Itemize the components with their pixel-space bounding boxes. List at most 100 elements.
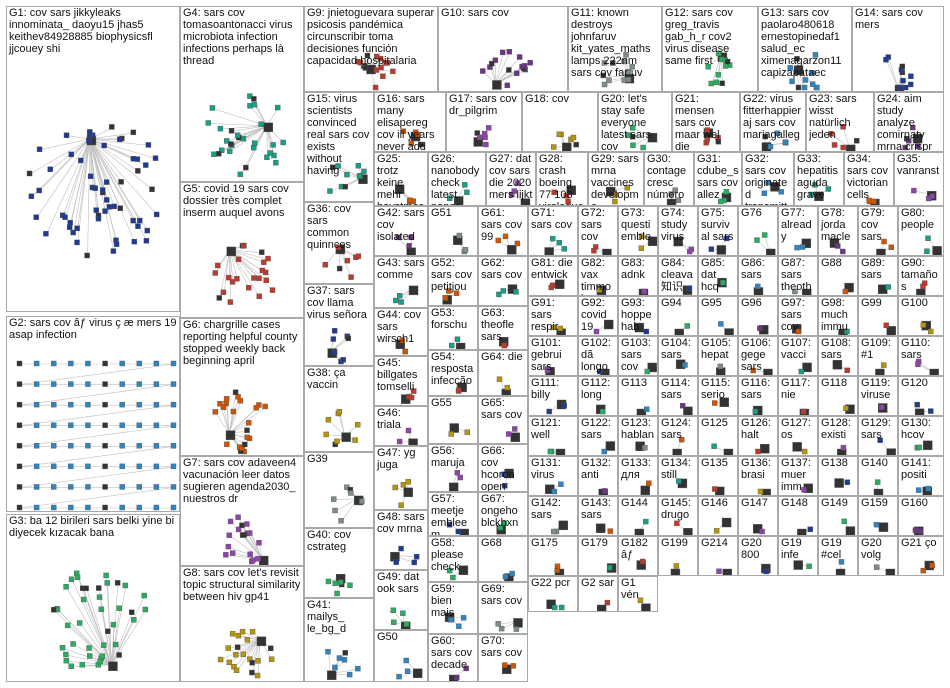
- group-network: [914, 440, 933, 451]
- group-label: G16: sars many elisapereg cov ill years …: [377, 93, 435, 152]
- group-network: [755, 443, 770, 455]
- network-edge: [335, 498, 358, 512]
- group-label: G76: [741, 207, 762, 219]
- group-panel-g47: G47: yg juga: [374, 446, 428, 510]
- network-node: [240, 651, 247, 658]
- group-panel-g145: G145: drugo: [658, 496, 698, 536]
- network-node: [454, 469, 461, 476]
- group-label: G96: [741, 297, 762, 309]
- group-network: [596, 285, 607, 295]
- group-panel-g81: G81: die entwick: [528, 256, 578, 296]
- group-panel-g72: G72: sars cov: [578, 206, 618, 256]
- network-node: [550, 324, 557, 331]
- group-network: [390, 607, 411, 629]
- group-network: [829, 238, 846, 255]
- group-panel-g49: G49: dat ook sars: [374, 570, 428, 630]
- network-node: [766, 248, 776, 255]
- group-network: [752, 524, 765, 535]
- network-node: [787, 65, 793, 71]
- group-panel-g115: G115: serio: [698, 376, 738, 416]
- network-node: [232, 389, 239, 395]
- group-network: [924, 235, 942, 255]
- network-edge: [229, 535, 263, 560]
- network-node: [362, 65, 369, 71]
- group-panel-g214: G214: [698, 536, 738, 576]
- network-node: [448, 431, 455, 437]
- network-node: [874, 479, 881, 485]
- network-node: [722, 568, 732, 575]
- group-panel-g83: G83: adnk: [618, 256, 658, 296]
- network-node: [66, 224, 73, 230]
- group-panel-g112: G112: long: [578, 376, 618, 416]
- network-node: [239, 628, 246, 635]
- network-node: [104, 580, 110, 586]
- network-edge: [89, 138, 135, 160]
- network-node: [340, 357, 346, 363]
- group-panel-g57: G57: meetje embleem: [428, 492, 478, 536]
- network-node: [916, 444, 922, 451]
- network-node: [794, 56, 800, 62]
- network-node: [914, 408, 925, 415]
- network-node: [390, 68, 396, 75]
- network-node: [516, 54, 523, 60]
- network-node: [68, 576, 75, 582]
- group-panel-g140: G140: [858, 456, 898, 496]
- group-panel-g4: G4: sars cov tomasoantonacci virus micro…: [180, 6, 304, 182]
- network-node: [712, 486, 718, 492]
- group-label: G31: cdube_s sars cov allez: [697, 153, 742, 201]
- network-node: [219, 147, 225, 153]
- network-edge: [19, 363, 175, 385]
- network-node: [457, 474, 463, 481]
- network-node: [47, 166, 53, 172]
- group-label: G59: bien mais: [431, 583, 458, 619]
- network-node: [640, 558, 646, 565]
- network-node: [249, 629, 256, 635]
- network-edge: [73, 138, 91, 234]
- group-panel-g36: G36: cov sars common quinnces: [304, 202, 374, 284]
- group-network: [834, 478, 851, 488]
- group-panel-g146: G146: [698, 496, 738, 536]
- group-label: G106: gege sars: [741, 337, 775, 373]
- network-edge: [604, 63, 629, 78]
- group-label: G28: crash boeing 77 108 virologues: [539, 153, 584, 205]
- network-node: [641, 288, 647, 295]
- group-network: [400, 128, 425, 148]
- network-node: [170, 381, 177, 387]
- network-node: [244, 427, 250, 433]
- network-edge: [73, 644, 112, 666]
- network-node: [212, 409, 218, 415]
- group-network: [920, 560, 935, 574]
- group-panel-g55: G55: [428, 396, 478, 444]
- network-node: [456, 232, 463, 239]
- network-node: [508, 191, 515, 198]
- network-node: [621, 58, 627, 65]
- group-label: G137: muer imm: [781, 457, 815, 493]
- network-edge: [888, 57, 899, 89]
- network-node: [143, 162, 149, 168]
- network-node: [634, 528, 645, 535]
- network-node: [235, 632, 242, 639]
- network-node: [113, 241, 120, 247]
- group-network: [672, 436, 685, 455]
- network-node: [835, 568, 846, 575]
- network-node: [603, 319, 614, 330]
- network-node: [330, 164, 336, 170]
- network-node: [801, 238, 812, 249]
- network-node: [342, 183, 348, 190]
- network-node: [85, 381, 91, 387]
- network-node: [625, 76, 632, 83]
- group-panel-g45: G45: billgates tomselli: [374, 356, 428, 406]
- network-node: [675, 197, 682, 203]
- network-node: [378, 64, 384, 71]
- network-node: [551, 189, 557, 196]
- network-node: [64, 622, 71, 629]
- network-node: [455, 342, 466, 349]
- network-node: [384, 60, 390, 66]
- network-node: [273, 159, 279, 166]
- network-node: [85, 360, 91, 367]
- network-node: [102, 208, 108, 214]
- network-node: [141, 592, 147, 599]
- group-label: G58: please check: [431, 537, 467, 573]
- network-node: [355, 421, 361, 428]
- network-node: [558, 481, 564, 487]
